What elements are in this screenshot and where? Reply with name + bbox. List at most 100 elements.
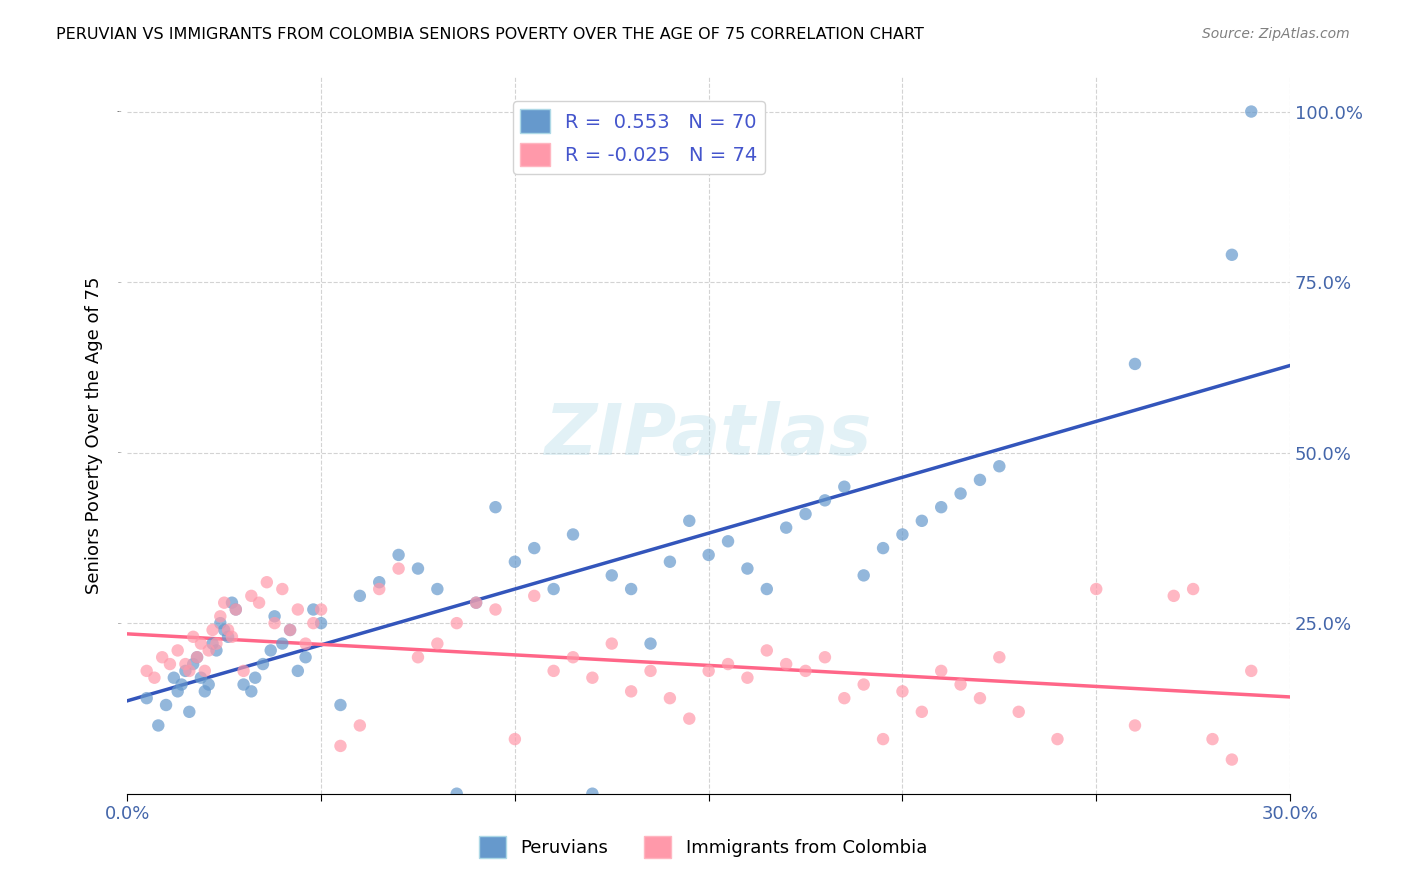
Point [484,500,506,515]
Point [221,596,243,610]
Point [309,616,332,631]
Point [240,684,263,698]
Point [209,616,232,631]
Point [678,712,700,726]
Point [166,643,188,657]
Text: ZIPatlas: ZIPatlas [546,401,872,470]
Point [263,616,285,631]
Point [406,561,429,575]
Point [201,623,224,637]
Point [775,521,797,535]
Point [245,671,267,685]
Point [278,623,301,637]
Point [852,568,875,582]
Point [872,541,894,555]
Point [170,677,193,691]
Point [232,664,254,678]
Point [135,691,157,706]
Point [1220,753,1243,767]
Point [523,541,546,555]
Point [221,630,243,644]
Point [197,643,219,657]
Point [426,582,449,596]
Point [949,486,972,500]
Point [205,637,228,651]
Point [446,616,468,631]
Point [503,732,526,747]
Point [446,787,468,801]
Point [186,650,208,665]
Point [1046,732,1069,747]
Point [263,609,285,624]
Point [755,582,778,596]
Point [190,671,212,685]
Point [1182,582,1205,596]
Point [252,657,274,671]
Point [737,671,759,685]
Point [523,589,546,603]
Point [368,575,391,590]
Point [658,691,681,706]
Point [988,650,1011,665]
Point [181,630,204,644]
Point [562,527,585,541]
Point [640,664,662,678]
Point [949,677,972,691]
Point [388,548,411,562]
Point [186,650,208,665]
Point [294,637,316,651]
Point [155,698,177,712]
Point [717,657,740,671]
Point [205,643,228,657]
Point [872,732,894,747]
Point [302,616,325,631]
Point [225,602,247,616]
Point [1123,357,1146,371]
Point [212,596,235,610]
Point [426,637,449,651]
Point [775,657,797,671]
Point [1123,718,1146,732]
Point [1163,589,1185,603]
Point [278,623,301,637]
Y-axis label: Seniors Poverty Over the Age of 75: Seniors Poverty Over the Age of 75 [86,277,103,594]
Legend: Peruvians, Immigrants from Colombia: Peruvians, Immigrants from Colombia [471,829,935,865]
Point [911,705,934,719]
Point [271,582,294,596]
Point [190,637,212,651]
Point [717,534,740,549]
Point [794,507,817,521]
Point [911,514,934,528]
Point [217,623,239,637]
Point [174,657,197,671]
Point [181,657,204,671]
Point [194,684,217,698]
Point [1240,104,1263,119]
Point [135,664,157,678]
Point [543,664,565,678]
Point [814,650,837,665]
Point [166,684,188,698]
Point [302,602,325,616]
Point [620,582,643,596]
Point [406,650,429,665]
Point [240,589,263,603]
Point [678,514,700,528]
Point [349,589,371,603]
Point [755,643,778,657]
Point [581,671,603,685]
Point [148,718,170,732]
Point [212,623,235,637]
Point [159,657,181,671]
Point [194,664,217,678]
Point [197,677,219,691]
Point [256,575,278,590]
Point [287,602,309,616]
Point [232,677,254,691]
Point [150,650,173,665]
Point [465,596,488,610]
Point [543,582,565,596]
Point [329,698,352,712]
Point [1085,582,1108,596]
Point [562,650,585,665]
